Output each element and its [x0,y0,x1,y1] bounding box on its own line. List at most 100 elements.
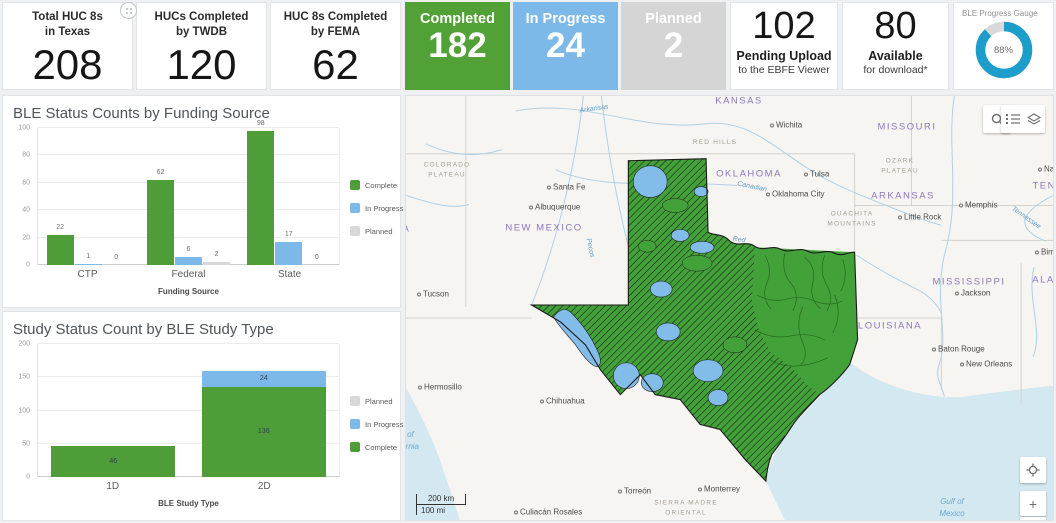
gulf-of-mexico-water [765,362,1053,520]
y-tick-label: 20 [22,234,30,242]
indicator-value: 208 [32,40,103,88]
y-axis: 0 50 100 150 200 [8,340,34,481]
gridline [38,181,339,183]
gridline [38,343,339,344]
bar-2d-complete[interactable]: 136 [201,386,326,477]
legend-swatch [350,203,360,213]
indicator-completed-twdb: HUCs Completed by TWDB 120 [136,2,267,90]
gulf-of-california-water [406,387,460,520]
tile-value: 2 [663,26,684,65]
gridline [38,154,339,156]
indicator-title: HUC 8s Completed by FEMA [283,11,388,38]
scale-km: 200 km [416,494,466,505]
funding-source-chart-panel: BLE Status Counts by Funding Source 0 20 4… [2,95,403,308]
bar-federal-planned[interactable]: 2 [202,251,230,265]
locate-button[interactable] [1020,457,1046,483]
bar-federal-in-progress[interactable]: 6 [174,246,202,265]
legend-swatch [350,226,360,236]
x-category-label: 1D [106,481,120,492]
y-tick-label: 0 [26,261,30,269]
tile-label: Planned [645,11,702,27]
legend-button[interactable] [1005,113,1020,125]
zoom-in-button[interactable]: + [1020,491,1046,516]
gauge-donut [975,21,1032,79]
gridline [38,409,339,411]
legend-label: In Progress [365,203,404,213]
stacked-bar-1d: 46 [51,344,176,477]
indicator-title: HUCs Completed by TWDB [154,11,249,38]
bar-federal-complete[interactable]: 62 [146,169,174,265]
data-label: 62 [156,169,165,177]
y-tick-label: 100 [18,124,30,132]
tile-planned: Planned 2 [621,2,726,90]
data-label: 17 [284,230,293,238]
chart-title: BLE Status Counts by Funding Source [13,105,270,122]
chart-legend: Complete In Progress Planned [350,180,403,236]
plot-area: 0 50 100 150 200 46 136 24 [18,341,340,481]
gauge-title: BLE Progress Gauge [962,9,1038,18]
locate-icon [1026,463,1040,477]
indicator-value: 80 [874,5,917,47]
x-axis-categories: 1D 2D [37,477,340,492]
layers-icon [1026,112,1041,125]
data-label: 2 [214,251,219,259]
completed-solid-region[interactable] [751,247,858,395]
data-label: 98 [256,119,265,127]
data-label: 22 [56,223,65,231]
y-tick-label: 200 [18,340,30,348]
legend-swatch [350,180,360,190]
indicator-sublabel: for download* [863,64,928,76]
y-tick-label: 0 [26,473,30,481]
indicator-completed-fema: HUC 8s Completed by FEMA 62 [270,2,401,90]
gridline [38,209,339,211]
indicator-title: Total HUC 8s in Texas [32,11,103,38]
bars-layer: 46 136 24 [38,344,339,477]
x-category-label: 2D [257,481,271,492]
huc-boundaries [754,253,846,367]
data-label: 6 [186,245,191,253]
legend-item-in-progress: In Progress [350,203,403,213]
tile-completed: Completed 182 [405,2,510,90]
bar-group-state: 98 17 0 [239,120,339,265]
y-axis: 0 20 40 60 80 100 [8,124,34,269]
tile-label: Completed [420,11,495,27]
map-panel[interactable]: KANSASMISSOURIOKLAHOMAARKANSASTENNESSEEM… [405,95,1054,521]
legend-label: Complete [365,442,398,452]
zoom-out-button[interactable]: − [1020,517,1046,520]
bar-group-1d: 46 [38,344,189,477]
completed-patches [638,198,748,354]
tile-value: 182 [428,26,487,65]
drag-handle-icon[interactable] [120,2,137,19]
indicator-available-download: 80 Available for download* [842,2,949,90]
progress-gauge: 88% [975,21,1033,79]
data-label: 24 [259,375,268,383]
bar-state-complete[interactable]: 98 [247,120,275,265]
bar-state-in-progress[interactable]: 17 [275,231,303,265]
layers-button[interactable] [1026,112,1041,126]
bar-1d-complete[interactable]: 46 [51,446,176,477]
bar-ctp-complete[interactable]: 22 [46,224,74,265]
data-label: 136 [257,428,270,436]
y-tick-label: 80 [22,151,30,159]
gauge-percent: 88% [993,44,1013,56]
bar-group-2d: 136 24 [189,344,340,477]
data-label: 0 [314,254,319,261]
legend-label: In Progress [365,419,404,429]
indicator-pending-upload: 102 Pending Upload to the EBFE Viewer [730,2,838,90]
tile-value: 24 [546,26,585,65]
gridline [38,236,339,238]
zoom-controls: + − [1020,491,1046,520]
gauge-panel: BLE Progress Gauge 88% [953,2,1054,90]
indicator-label: Pending Upload [736,49,832,63]
data-label: 0 [114,254,119,261]
bar-ctp-in-progress[interactable]: 1 [74,253,102,265]
legend-item-in-progress: In Progress [350,419,403,429]
bar-2d-in-progress[interactable]: 24 [201,370,326,387]
x-category-label: CTP [77,269,98,280]
legend-label: Complete [365,180,398,190]
map-canvas[interactable] [406,96,1053,520]
legend-item-planned: Planned [350,396,403,406]
in-progress-areas[interactable] [553,165,729,406]
y-tick-label: 40 [22,206,30,214]
